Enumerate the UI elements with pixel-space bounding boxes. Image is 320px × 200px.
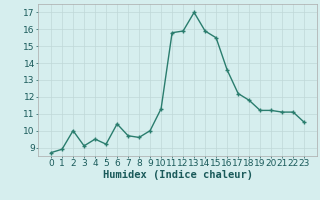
X-axis label: Humidex (Indice chaleur): Humidex (Indice chaleur) (103, 170, 252, 180)
